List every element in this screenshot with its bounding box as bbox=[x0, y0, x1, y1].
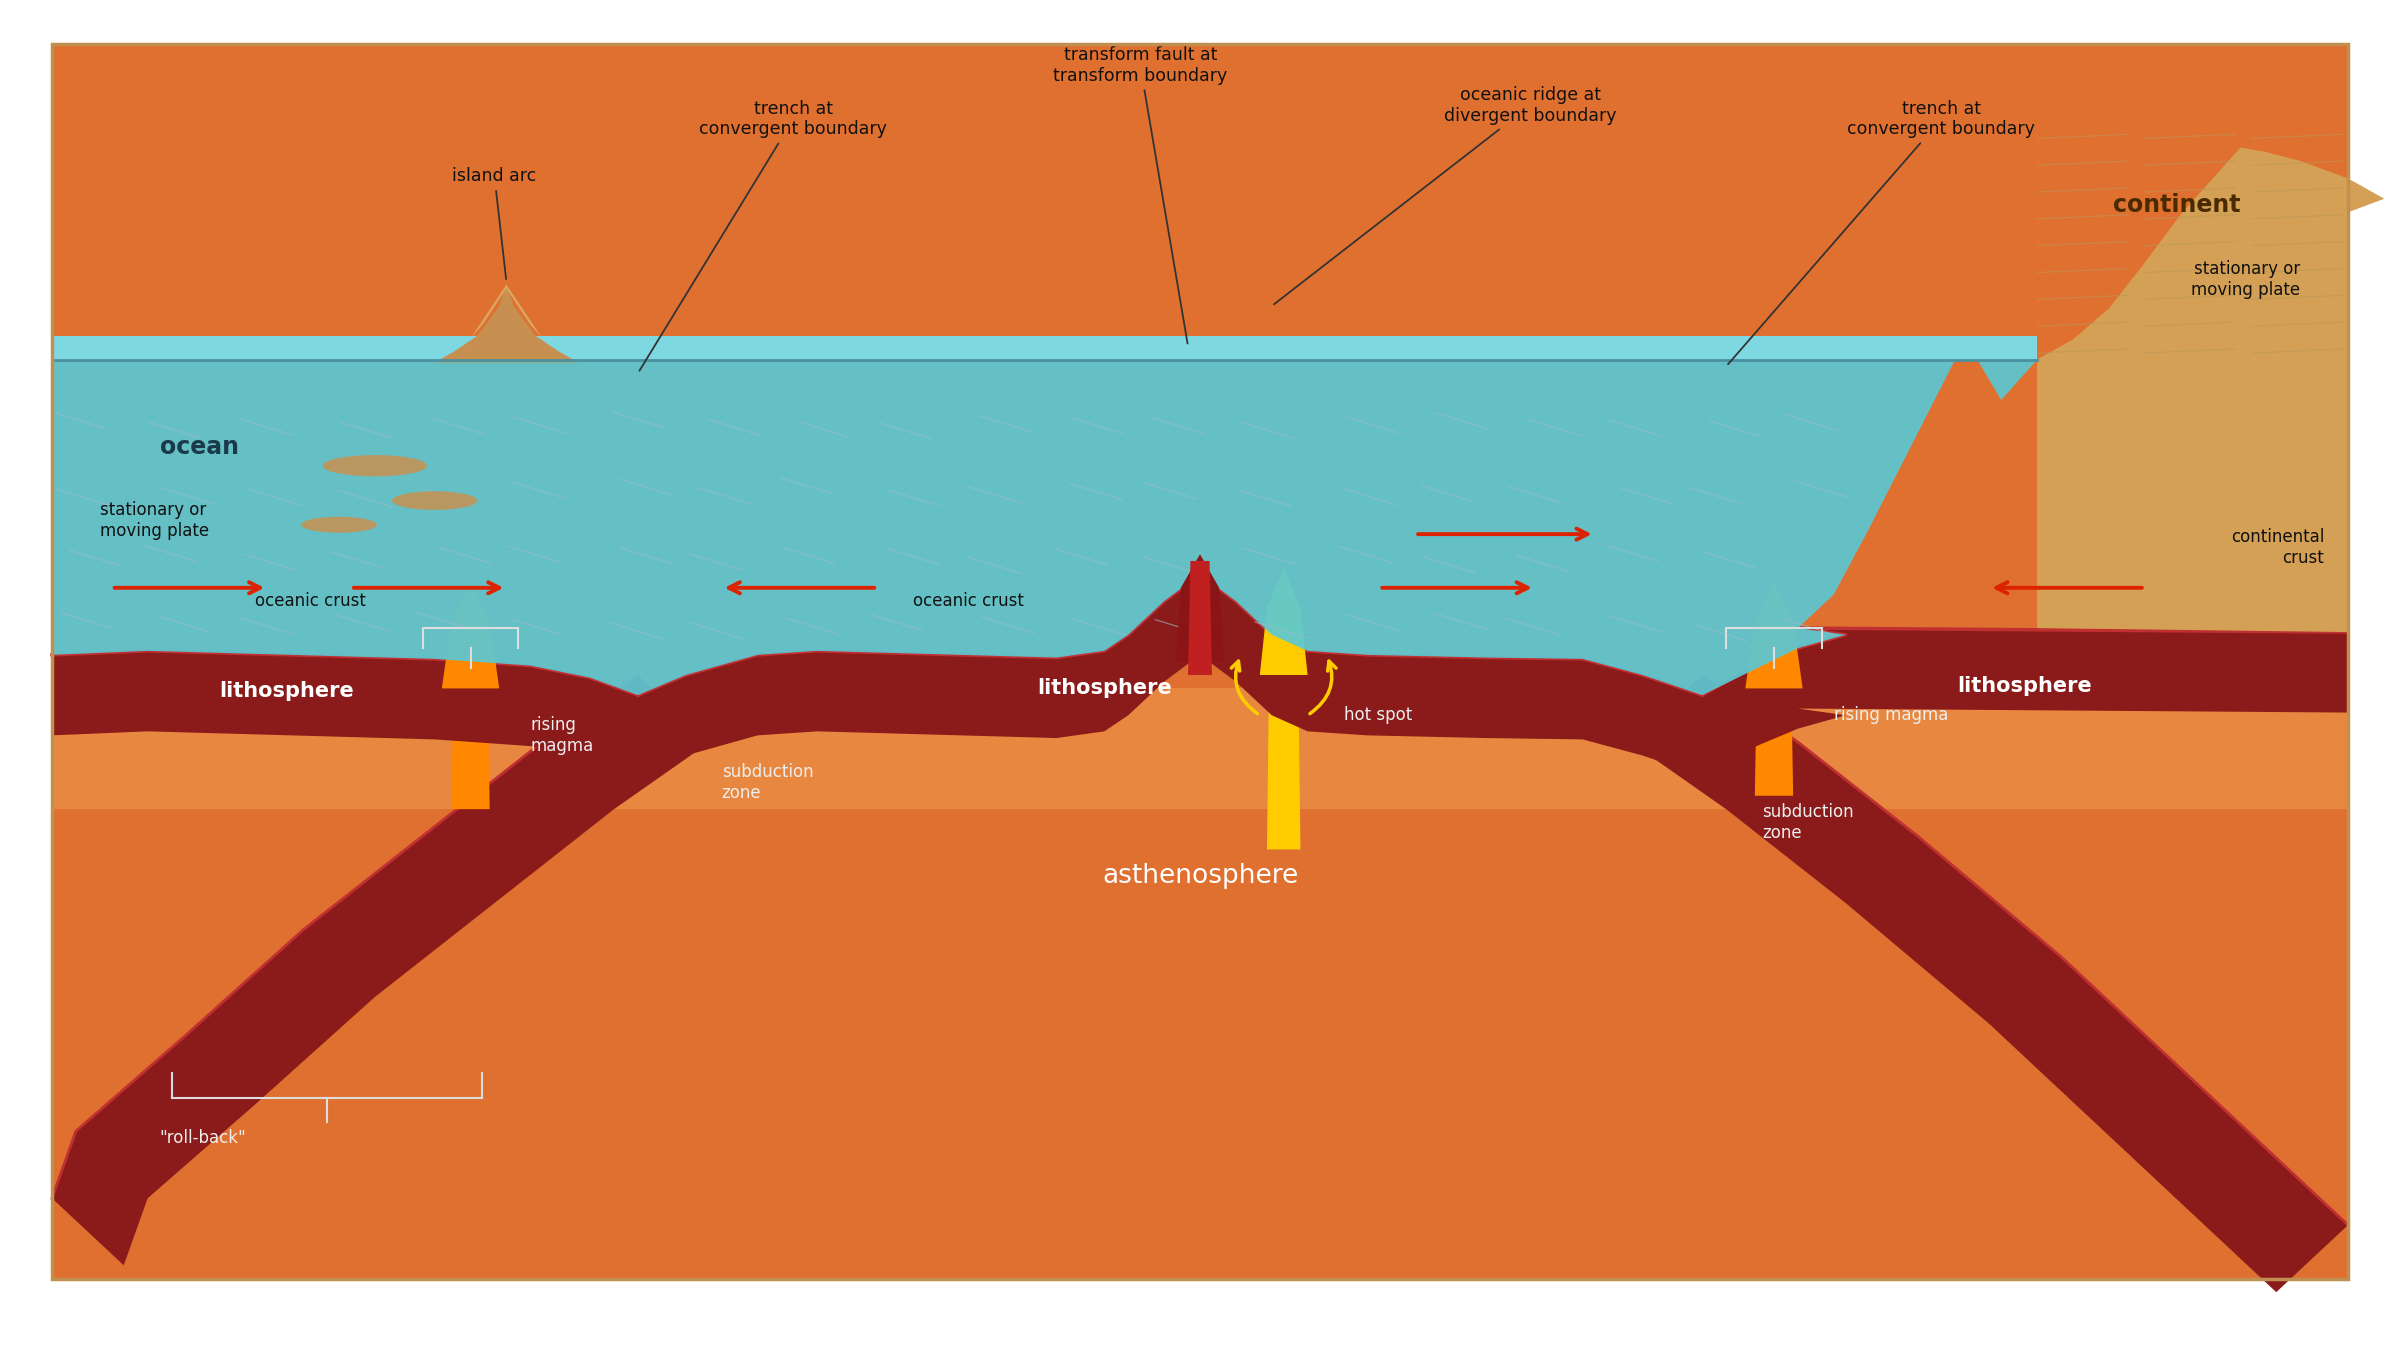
Polygon shape bbox=[1630, 675, 2347, 1292]
Text: lithosphere: lithosphere bbox=[1958, 676, 2093, 695]
Text: stationary or
moving plate: stationary or moving plate bbox=[101, 501, 209, 540]
Polygon shape bbox=[1176, 555, 1224, 662]
Text: stationary or
moving plate: stationary or moving plate bbox=[2191, 259, 2299, 298]
Polygon shape bbox=[391, 491, 478, 510]
Polygon shape bbox=[1188, 562, 1212, 675]
Polygon shape bbox=[2038, 147, 2383, 602]
Polygon shape bbox=[53, 651, 638, 776]
Polygon shape bbox=[1702, 628, 2347, 776]
Text: lithosphere: lithosphere bbox=[218, 682, 355, 701]
Polygon shape bbox=[1754, 648, 1793, 795]
Text: lithosphere: lithosphere bbox=[1037, 679, 1171, 698]
Polygon shape bbox=[638, 574, 1702, 776]
Text: rising magma: rising magma bbox=[1834, 706, 1949, 724]
Text: subduction
zone: subduction zone bbox=[1762, 803, 1853, 842]
Polygon shape bbox=[2038, 147, 2383, 632]
Polygon shape bbox=[302, 517, 377, 533]
Text: "roll-back": "roll-back" bbox=[161, 1129, 247, 1148]
Polygon shape bbox=[324, 455, 427, 477]
Polygon shape bbox=[53, 675, 710, 1265]
Polygon shape bbox=[1260, 567, 1308, 675]
Polygon shape bbox=[1745, 580, 1802, 688]
Text: rising
magma: rising magma bbox=[530, 716, 593, 755]
Text: continent: continent bbox=[2112, 193, 2239, 217]
Text: subduction
zone: subduction zone bbox=[722, 763, 814, 802]
Polygon shape bbox=[53, 1145, 2347, 1278]
Text: trench at
convergent boundary: trench at convergent boundary bbox=[1728, 100, 2035, 364]
Text: hot spot: hot spot bbox=[1344, 706, 1411, 724]
Text: oceanic crust: oceanic crust bbox=[912, 593, 1025, 610]
Polygon shape bbox=[434, 285, 578, 362]
Text: continental
crust: continental crust bbox=[2230, 528, 2323, 567]
Text: asthenosphere: asthenosphere bbox=[1102, 863, 1298, 890]
Polygon shape bbox=[1267, 655, 1301, 849]
Text: oceanic ridge at
divergent boundary: oceanic ridge at divergent boundary bbox=[1274, 86, 1615, 304]
Text: oceanic crust: oceanic crust bbox=[254, 593, 367, 610]
Polygon shape bbox=[442, 580, 499, 688]
Polygon shape bbox=[53, 336, 2038, 359]
Text: island arc: island arc bbox=[451, 167, 538, 279]
Polygon shape bbox=[53, 340, 2038, 695]
Text: transform fault at
transform boundary: transform fault at transform boundary bbox=[1054, 46, 1226, 343]
Polygon shape bbox=[451, 648, 490, 809]
Text: ocean: ocean bbox=[161, 435, 238, 459]
Text: trench at
convergent boundary: trench at convergent boundary bbox=[638, 100, 888, 371]
Polygon shape bbox=[470, 285, 542, 339]
Polygon shape bbox=[53, 688, 2347, 809]
Polygon shape bbox=[53, 45, 2347, 1278]
